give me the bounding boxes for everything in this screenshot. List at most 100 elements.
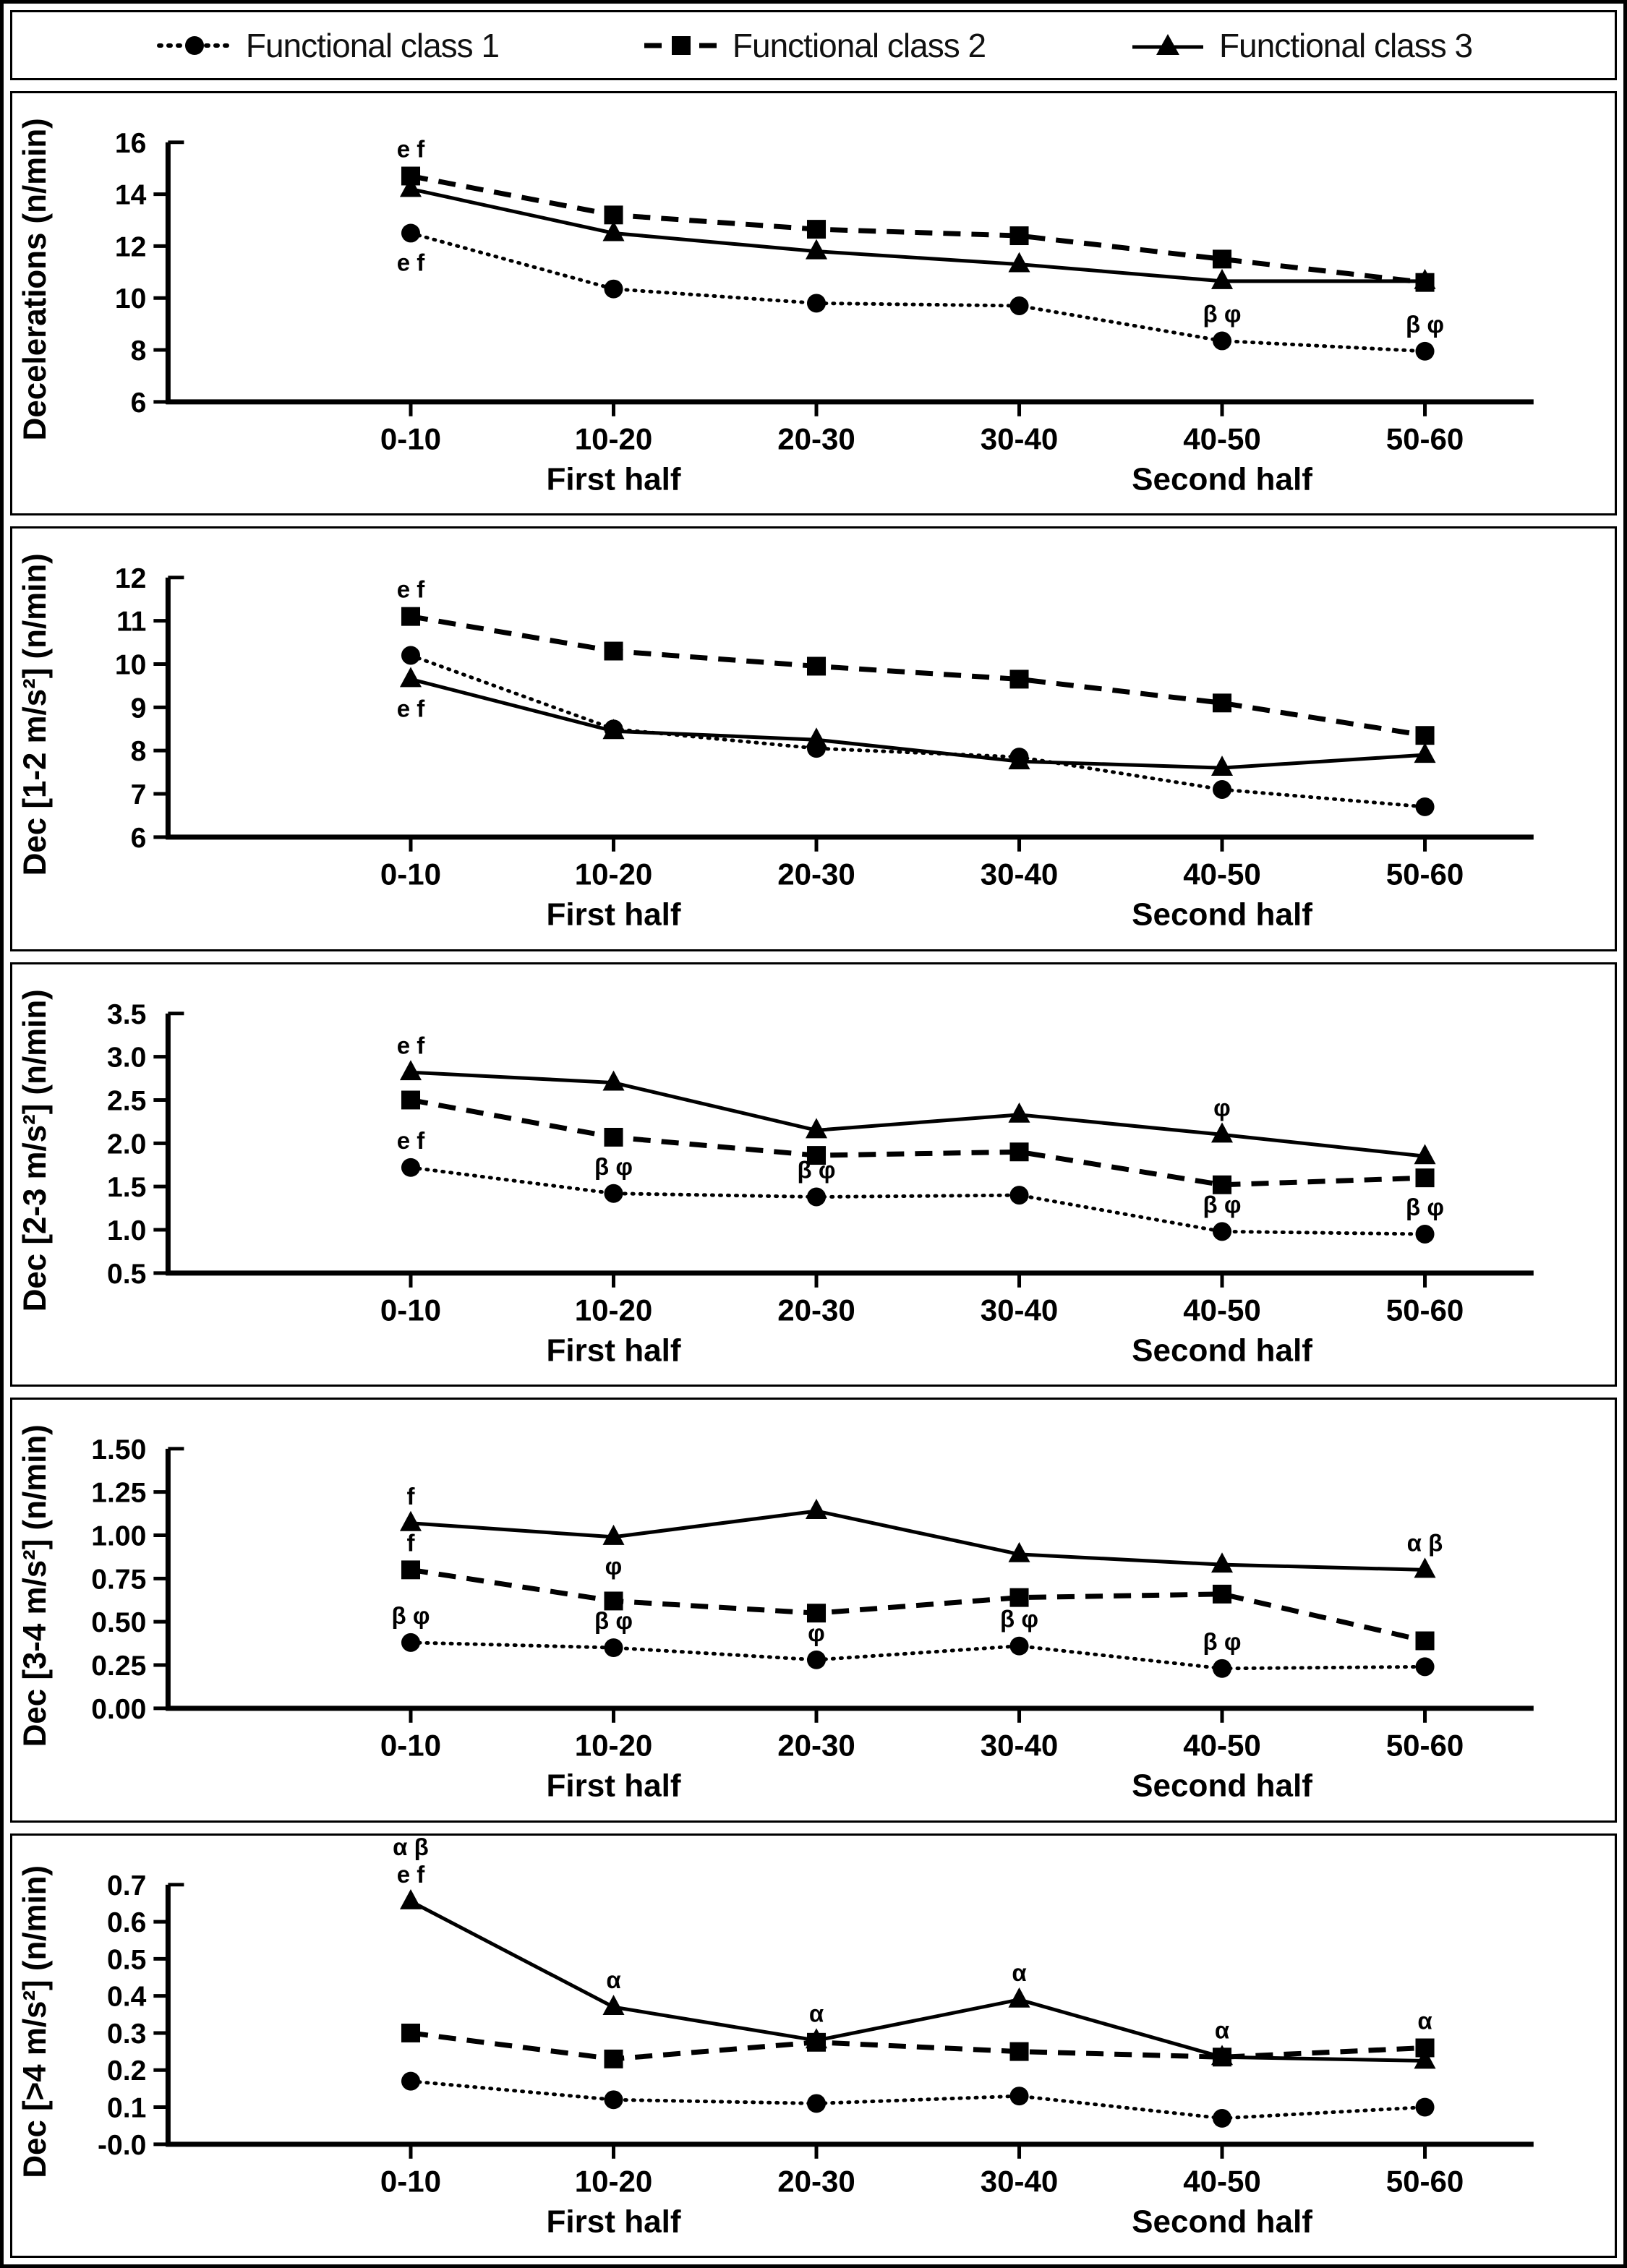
square-marker-icon <box>1009 2042 1029 2061</box>
triangle-marker-icon <box>602 221 625 241</box>
series-line-functional-class-3 <box>410 1509 1425 1572</box>
x-tick-label: 0-10 <box>380 1729 441 1763</box>
x-tick-label: 20-30 <box>777 422 855 456</box>
significance-annotation: e f <box>397 1032 426 1058</box>
square-marker-icon <box>604 1127 623 1147</box>
x-tick-label: 0-10 <box>380 422 441 456</box>
square-marker-icon <box>1212 249 1232 269</box>
legend-item-functional-class-1: Functional class 1 <box>155 26 500 65</box>
series-line-functional-class-2 <box>410 1097 1425 1188</box>
y-tick-label: 2.0 <box>107 1129 146 1160</box>
y-tick-label: 0.75 <box>91 1565 146 1596</box>
triangle-marker-icon <box>602 1070 625 1091</box>
y-tick-label: 1.0 <box>107 1215 146 1246</box>
x-tick-label: 10-20 <box>575 1293 653 1327</box>
circle-marker-icon <box>604 1638 623 1658</box>
series-line-functional-class-2 <box>410 614 1426 739</box>
square-marker-icon <box>604 641 623 661</box>
x-group-label: First half <box>546 462 680 497</box>
x-tick-label: 40-50 <box>1183 857 1261 891</box>
x-group-label: Second half <box>1132 1768 1312 1804</box>
triangle-marker-icon <box>1210 2044 1234 2065</box>
series-line-functional-class-3 <box>410 677 1425 770</box>
circle-marker-icon <box>401 1157 421 1177</box>
circle-marker-icon <box>1009 1636 1029 1656</box>
circle-marker-icon <box>806 1651 827 1669</box>
x-tick-label: 30-40 <box>981 2164 1059 2198</box>
circle-marker-icon <box>1212 1222 1232 1241</box>
chart-dec-gt4: 0.7 0.6 0.5 0.4 0.3 0.2 0.1 -0.0 0-10 10-20 20-30 3… <box>17 1836 1534 2239</box>
x-tick-label: 20-30 <box>777 2164 855 2198</box>
significance-annotation: α <box>1012 1959 1026 1986</box>
significance-annotation: e f <box>397 1127 426 1154</box>
y-tick-label: 7 <box>131 779 147 810</box>
y-tick-label: 3.0 <box>107 1043 146 1074</box>
y-axis-title: Dec [2-3 m/s²] (n/min) <box>17 989 53 1311</box>
circle-marker-icon <box>156 35 232 55</box>
x-tick-label: 0-10 <box>380 1293 441 1327</box>
x-tick-label: 40-50 <box>1183 1729 1261 1763</box>
circle-marker-icon <box>604 279 623 299</box>
square-marker-icon <box>644 35 718 55</box>
circle-marker-icon <box>806 294 827 313</box>
panel-decelerations-total: 16 14 12 10 8 6 0-10 10-20 20-30 30-40 40-50 50-60 F… <box>10 91 1617 516</box>
x-tick-label: 10-20 <box>575 1729 653 1763</box>
triangle-marker-icon <box>805 239 828 260</box>
x-tick-label: 20-30 <box>777 1729 855 1763</box>
circle-marker-icon <box>401 223 421 243</box>
circle-marker-icon <box>401 1633 421 1653</box>
y-tick-label: 0.6 <box>107 1907 146 1938</box>
circle-marker-icon <box>1009 1185 1029 1204</box>
square-marker-icon <box>1415 726 1435 745</box>
y-tick-label: 10 <box>115 283 146 314</box>
triangle-marker-icon <box>1008 1102 1030 1123</box>
triangle-marker-icon <box>1210 1122 1234 1143</box>
circle-marker-icon <box>401 646 421 665</box>
y-tick-label: 0.3 <box>107 2019 146 2050</box>
x-tick-label: 20-30 <box>777 1293 855 1327</box>
y-tick-label: 0.5 <box>107 1944 146 1975</box>
triangle-marker-icon <box>1008 1987 1030 2008</box>
significance-annotation: α <box>1215 2016 1229 2043</box>
circle-marker-icon <box>1212 2108 1232 2128</box>
y-tick-label: 1.00 <box>91 1521 146 1552</box>
x-tick-label: 30-40 <box>981 857 1059 891</box>
square-marker-icon <box>1415 1631 1435 1651</box>
square-marker-icon <box>401 1090 421 1110</box>
square-marker-icon <box>806 656 827 676</box>
triangle-marker-icon <box>805 1499 828 1520</box>
triangle-marker-icon <box>399 1510 422 1531</box>
square-marker-icon <box>1212 693 1232 713</box>
square-marker-icon <box>401 607 421 627</box>
panel-dec-gt4: 0.7 0.6 0.5 0.4 0.3 0.2 0.1 -0.0 0-10 10-20 20-30 3… <box>10 1833 1617 2259</box>
x-tick-label: 40-50 <box>1183 1293 1261 1327</box>
triangle-marker-icon <box>1414 2048 1436 2069</box>
triangle-marker-icon <box>1210 1552 1234 1573</box>
legend-item-functional-class-3: Functional class 3 <box>1128 26 1473 65</box>
significance-annotation: β φ <box>594 1153 633 1180</box>
y-tick-label: 0.4 <box>107 1981 147 2012</box>
square-marker-icon <box>806 1604 827 1623</box>
significance-annotation: α <box>809 2000 824 2027</box>
y-tick-label: 0.00 <box>91 1694 146 1725</box>
triangle-marker-icon <box>1210 268 1234 289</box>
series-line-functional-class-3 <box>409 1899 1425 2063</box>
chart-dec-2-3: 3.5 3.0 2.5 2.0 1.5 1.0 0.5 0-10 10-20 20-30 30-40… <box>17 989 1534 1368</box>
y-tick-label: 0.5 <box>107 1259 146 1290</box>
chart-dec-1-2: 12 11 10 9 8 7 6 0-10 10-20 20-30 30-40 40-50 50-60 F… <box>17 554 1534 933</box>
y-tick-label: 1.25 <box>91 1478 146 1509</box>
significance-annotation: α <box>606 1967 620 1993</box>
y-tick-label: 10 <box>115 650 146 681</box>
panel-dec-1-2: 12 11 10 9 8 7 6 0-10 10-20 20-30 30-40 40-50 50-60 F… <box>10 526 1617 951</box>
y-axis-title: Decelerations (n/min) <box>17 118 53 440</box>
y-tick-label: 12 <box>115 563 146 594</box>
series-line-functional-class-1 <box>409 1640 1427 1671</box>
square-marker-icon <box>806 220 827 239</box>
legend-label-functional-class-1: Functional class 1 <box>245 26 500 64</box>
square-marker-icon <box>401 1560 421 1580</box>
x-tick-label: 50-60 <box>1386 2164 1464 2198</box>
panel-dec-3-4: 1.50 1.25 1.00 0.75 0.50 0.25 0.00 0-10 10-20 20-… <box>10 1398 1617 1823</box>
circle-marker-icon <box>1212 331 1232 351</box>
square-marker-icon <box>1415 1168 1435 1187</box>
